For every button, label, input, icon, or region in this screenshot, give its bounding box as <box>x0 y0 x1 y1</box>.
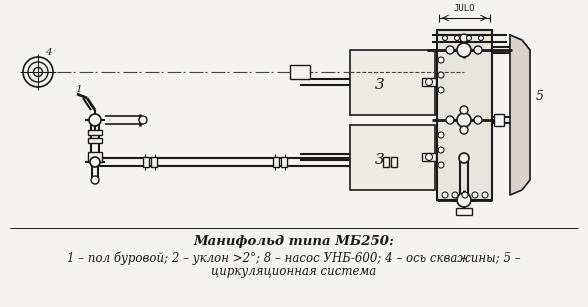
Circle shape <box>438 57 444 63</box>
Bar <box>350 125 435 190</box>
Circle shape <box>443 36 447 41</box>
Text: 3: 3 <box>375 153 385 167</box>
Circle shape <box>442 192 448 198</box>
Bar <box>350 50 435 115</box>
Bar <box>281 157 287 167</box>
Circle shape <box>460 106 468 114</box>
Text: 3: 3 <box>375 78 385 92</box>
Circle shape <box>457 43 471 57</box>
Text: циркуляционная система: циркуляционная система <box>211 266 377 278</box>
Text: JULO: JULO <box>454 4 475 13</box>
Bar <box>383 157 389 167</box>
Circle shape <box>474 116 482 124</box>
Circle shape <box>446 116 454 124</box>
Circle shape <box>452 192 458 198</box>
Circle shape <box>426 154 433 161</box>
Circle shape <box>438 72 444 78</box>
Text: 5: 5 <box>536 90 544 103</box>
Circle shape <box>459 153 469 163</box>
Bar <box>88 152 102 162</box>
Circle shape <box>426 79 433 86</box>
Bar <box>456 208 472 215</box>
Bar <box>422 153 436 161</box>
Circle shape <box>482 192 488 198</box>
Text: 1 – пол буровой; 2 – уклон >2°; 8 – насос УНБ-600; 4 – ось скважины; 5 –: 1 – пол буровой; 2 – уклон >2°; 8 – насо… <box>67 251 521 265</box>
Circle shape <box>91 176 99 184</box>
Circle shape <box>457 113 471 127</box>
Bar <box>422 78 436 86</box>
Bar <box>151 157 157 167</box>
Text: Манифольд типа МБ250:: Манифольд типа МБ250: <box>193 235 395 248</box>
Polygon shape <box>510 35 530 195</box>
Circle shape <box>457 193 471 207</box>
Bar <box>494 114 504 126</box>
Circle shape <box>446 46 454 54</box>
Circle shape <box>89 114 101 126</box>
Circle shape <box>139 116 147 124</box>
Circle shape <box>455 36 459 41</box>
Circle shape <box>460 126 468 134</box>
Bar <box>437 30 492 200</box>
Circle shape <box>474 46 482 54</box>
Text: 1: 1 <box>75 85 82 94</box>
Text: 4: 4 <box>45 48 52 57</box>
Circle shape <box>460 34 468 42</box>
Bar <box>88 138 102 143</box>
Circle shape <box>466 36 472 41</box>
Circle shape <box>90 157 100 167</box>
Bar <box>290 65 310 79</box>
Circle shape <box>472 192 478 198</box>
Bar <box>143 157 149 167</box>
Circle shape <box>438 87 444 93</box>
Circle shape <box>462 192 468 198</box>
Bar <box>391 157 397 167</box>
Circle shape <box>438 132 444 138</box>
Bar <box>273 157 279 167</box>
Circle shape <box>479 36 483 41</box>
Circle shape <box>438 147 444 153</box>
Bar <box>88 130 102 135</box>
Circle shape <box>438 162 444 168</box>
